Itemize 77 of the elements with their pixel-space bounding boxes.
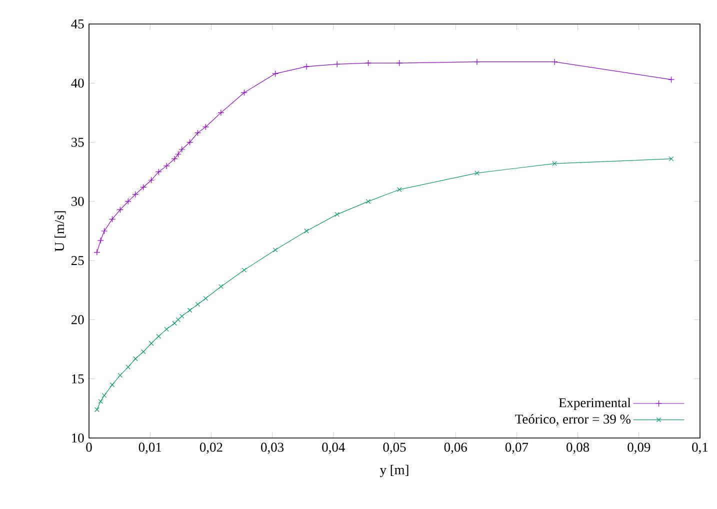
point — [156, 334, 162, 339]
point — [396, 187, 402, 192]
point — [171, 156, 178, 162]
x-axis-title: y [m] — [380, 464, 408, 478]
point — [179, 314, 184, 319]
point — [474, 170, 480, 176]
x-tick-label: 0,07 — [505, 442, 528, 454]
point — [194, 130, 202, 136]
point — [272, 70, 279, 77]
x-tick-label: 0,02 — [200, 442, 222, 454]
x-tick-label: 0 — [86, 442, 92, 452]
point — [116, 206, 124, 214]
point — [155, 168, 162, 176]
y-tick-label: 10 — [72, 433, 84, 443]
point — [174, 150, 182, 158]
point — [108, 216, 116, 222]
point — [242, 268, 247, 272]
point — [240, 89, 248, 96]
y-tick-label: 25 — [71, 256, 84, 266]
point — [668, 156, 674, 162]
point — [97, 237, 104, 244]
point — [668, 76, 675, 83]
point — [202, 124, 210, 130]
point — [552, 161, 558, 166]
point — [118, 372, 123, 378]
point — [218, 109, 224, 116]
point — [272, 248, 278, 252]
x-tick-label: 0,05 — [383, 442, 406, 454]
point — [186, 138, 194, 146]
point — [124, 198, 132, 205]
x-tick-label: 0,06 — [444, 442, 467, 454]
point — [364, 60, 372, 66]
point — [140, 349, 146, 354]
point — [334, 60, 340, 68]
point — [396, 60, 403, 66]
x-tick-label: 0,08 — [566, 442, 590, 454]
point — [218, 284, 224, 290]
point — [551, 58, 558, 66]
point — [94, 248, 100, 256]
point — [195, 302, 200, 307]
point — [303, 63, 310, 70]
y-tick-label: 45 — [71, 20, 84, 28]
x-tick-label: 0,01 — [138, 442, 162, 454]
point — [474, 58, 480, 66]
point — [163, 162, 170, 170]
point — [334, 212, 340, 217]
point — [94, 407, 100, 412]
y-tick-label: 40 — [71, 78, 84, 88]
y-tick-label: 35 — [72, 138, 84, 147]
x-tick-label: 0,1 — [692, 442, 708, 454]
point — [133, 356, 138, 362]
legend-label: Experimental — [558, 398, 631, 410]
point — [176, 317, 181, 322]
point — [100, 228, 108, 234]
point — [304, 228, 309, 234]
point — [148, 176, 155, 184]
y-tick-label: 15 — [72, 374, 84, 384]
point — [203, 296, 208, 301]
point — [366, 199, 371, 204]
point — [164, 326, 170, 332]
y-tick-label: 20 — [71, 315, 84, 324]
point — [98, 398, 104, 404]
legend-label: Teórico, error = 39 % — [515, 414, 631, 426]
x-tick-label: 0,04 — [322, 442, 345, 454]
point — [172, 320, 177, 326]
y-tick-label: 30 — [72, 196, 84, 206]
point — [126, 364, 131, 370]
point — [178, 146, 186, 153]
point — [132, 191, 139, 198]
point — [148, 340, 154, 346]
point — [140, 184, 147, 191]
x-tick-label: 0,03 — [261, 442, 284, 454]
y-axis-title: U [m/s] — [54, 211, 66, 252]
point — [187, 308, 192, 313]
point — [102, 392, 107, 398]
point — [110, 382, 115, 388]
x-tick-label: 0,09 — [628, 442, 650, 454]
